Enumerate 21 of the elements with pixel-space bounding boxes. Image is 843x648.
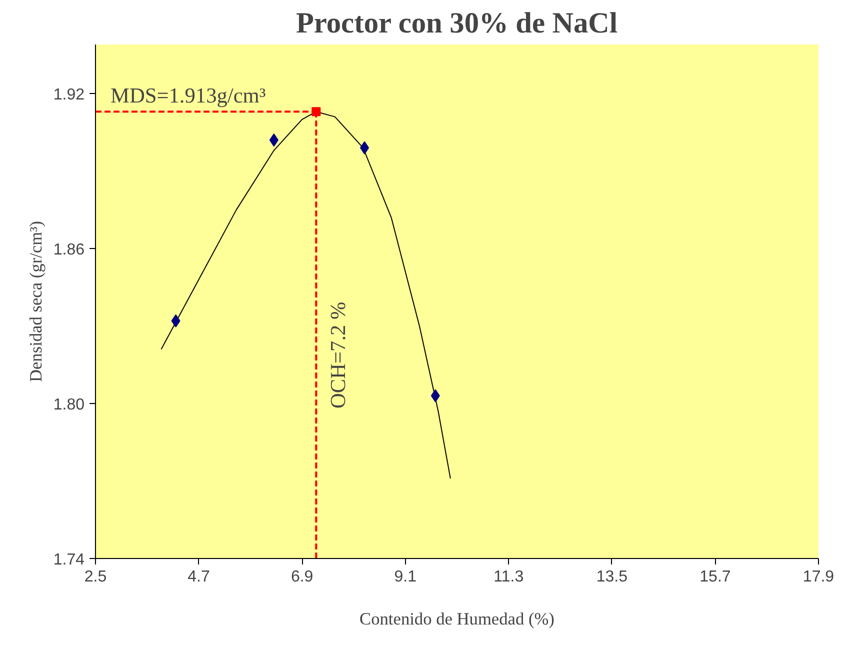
x-tick-label: 17.9 <box>802 568 834 586</box>
x-tick-label: 9.1 <box>394 568 417 586</box>
x-tick-label: 6.9 <box>290 568 314 586</box>
x-tick-label: 4.7 <box>188 568 210 586</box>
y-tick-label: 1.92 <box>53 86 85 104</box>
point <box>430 389 440 402</box>
y-tick-label: 1.80 <box>53 396 85 414</box>
ref-line-label: MDS=1.913g/cm³ <box>110 84 266 108</box>
y-axis-title: Densidad seca (gr/cm³) <box>26 220 46 382</box>
point <box>171 314 180 328</box>
x-tick-label: 2.5 <box>84 568 107 586</box>
y-tick-label: 1.74 <box>53 552 85 568</box>
ref-line-label: OCH=7.2 % <box>326 301 350 408</box>
chart-title: Proctor con 30% de NaCl <box>296 8 618 40</box>
point <box>360 141 370 154</box>
y-tick-label: 1.86 <box>53 242 85 259</box>
point <box>269 134 278 147</box>
x-axis-title: Contenido de Humedad (%) <box>360 610 555 628</box>
x-tick-label: 13.5 <box>596 568 628 586</box>
x-tick-label: 15.7 <box>700 568 731 586</box>
x-tick-label: 11.3 <box>494 568 524 586</box>
